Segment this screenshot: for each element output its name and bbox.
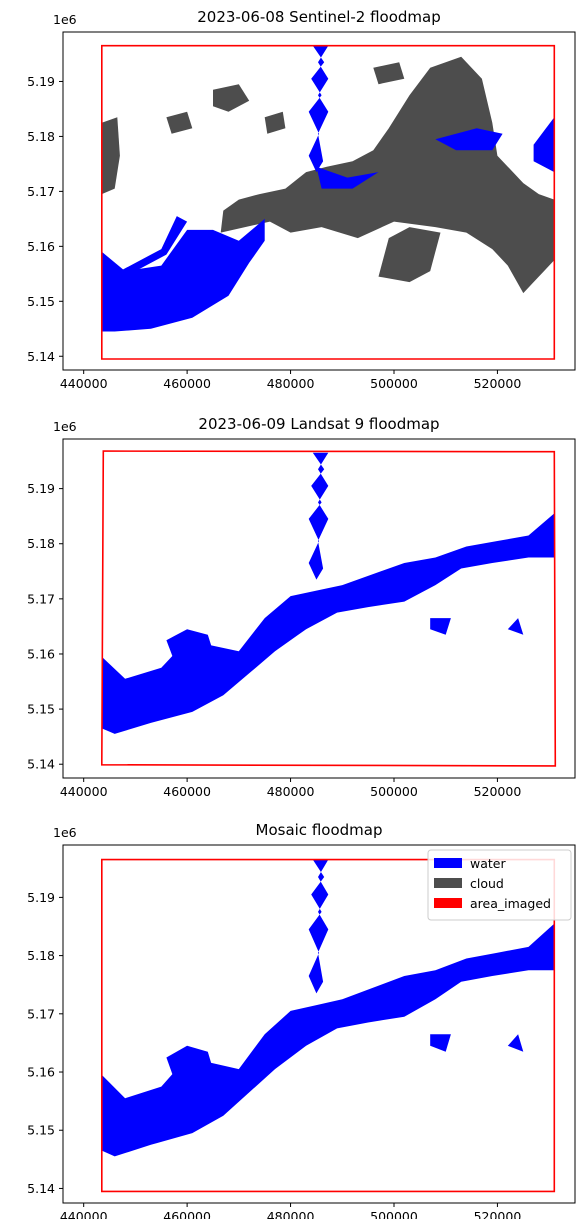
x-tick-label: 440000	[60, 784, 108, 799]
plot-area: 440000 460000 480000 500000 520000 5.14 5.15 5.…	[27, 438, 576, 799]
axes-frame	[62, 844, 576, 1204]
y-tick-label: 5.17	[27, 591, 55, 606]
legend-label-water: water	[470, 856, 506, 871]
panel-title: 2023-06-09 Landsat 9 floodmap	[198, 415, 439, 433]
plot-area: 440000 460000 480000 500000 520000 5.14 5.15 5.…	[27, 31, 576, 391]
water-region	[507, 618, 524, 635]
cloud-region	[378, 227, 441, 283]
water-region	[101, 218, 265, 332]
water-region	[308, 452, 329, 580]
water-region	[101, 216, 188, 277]
water-region	[308, 859, 329, 994]
y-tick-label: 5.19	[27, 74, 55, 89]
y-tick-label: 5.15	[27, 1123, 55, 1138]
x-tick-label: 440000	[60, 376, 108, 391]
axes-frame	[62, 438, 576, 779]
cloud-region	[220, 56, 555, 294]
sentinel2-floodmap-panel: 2023-06-08 Sentinel-2 floodmap 1e6 44000…	[27, 8, 576, 391]
cloud-region	[101, 117, 120, 195]
y-tick-label: 5.15	[27, 294, 55, 309]
water-region	[308, 45, 329, 173]
legend-swatch-area-imaged	[434, 898, 462, 908]
y-tick-label: 5.18	[27, 536, 55, 551]
y-offset-label: 1e6	[53, 825, 77, 840]
y-tick-label: 5.18	[27, 948, 55, 963]
x-tick-label: 500000	[370, 784, 418, 799]
water-region	[430, 618, 451, 635]
x-tick-label: 520000	[474, 1209, 522, 1219]
legend-swatch-water	[434, 858, 462, 868]
x-tick-label: 480000	[267, 784, 315, 799]
x-tick-label: 480000	[267, 376, 315, 391]
legend-label-cloud: cloud	[470, 876, 504, 891]
x-tick-label: 500000	[370, 376, 418, 391]
y-tick-label: 5.17	[27, 1006, 55, 1021]
water-region	[166, 629, 213, 668]
x-tick-label: 500000	[370, 1209, 418, 1219]
y-tick-label: 5.17	[27, 184, 55, 199]
water-region	[316, 166, 379, 189]
x-tick-label: 480000	[267, 1209, 315, 1219]
x-tick-label: 460000	[163, 784, 211, 799]
water-region	[430, 1034, 451, 1052]
y-tick-label: 5.14	[27, 1181, 55, 1196]
y-tick-label: 5.14	[27, 349, 55, 364]
y-tick-label: 5.19	[27, 890, 55, 905]
axes-frame	[62, 31, 576, 371]
water-region	[435, 128, 503, 151]
legend-label-area-imaged: area_imaged	[470, 896, 551, 911]
y-tick-label: 5.18	[27, 129, 55, 144]
legend-box	[427, 849, 572, 921]
water-region	[533, 117, 555, 173]
cloud-region	[213, 84, 250, 112]
legend-swatch-cloud	[434, 878, 462, 888]
legend: water cloud area_imaged	[427, 849, 572, 921]
y-offset-label: 1e6	[53, 419, 77, 434]
cloud-region	[264, 111, 286, 134]
y-tick-label: 5.15	[27, 702, 55, 717]
water-region	[101, 513, 555, 734]
panel-title: Mosaic floodmap	[256, 821, 383, 839]
y-tick-label: 5.14	[27, 757, 55, 772]
area-imaged-outline	[100, 450, 557, 767]
x-tick-label: 460000	[163, 1209, 211, 1219]
area-imaged-outline	[101, 44, 556, 360]
y-tick-label: 5.16	[27, 1065, 55, 1080]
cloud-region	[166, 111, 193, 134]
y-tick-label: 5.16	[27, 646, 55, 661]
y-offset-label: 1e6	[53, 12, 77, 27]
x-tick-label: 440000	[60, 1209, 108, 1219]
x-tick-label: 520000	[474, 784, 522, 799]
y-tick-label: 5.19	[27, 481, 55, 496]
y-tick-label: 5.16	[27, 239, 55, 254]
landsat9-floodmap-panel: 2023-06-09 Landsat 9 floodmap 1e6 440000…	[27, 415, 576, 799]
mosaic-floodmap-panel: Mosaic floodmap 1e6 440000 460000 480000 50…	[27, 821, 576, 1219]
x-tick-label: 520000	[474, 376, 522, 391]
water-region	[507, 1034, 524, 1052]
water-region	[166, 1045, 213, 1087]
cloud-region	[373, 62, 405, 85]
x-tick-label: 460000	[163, 376, 211, 391]
water-region	[101, 923, 555, 1157]
panel-title: 2023-06-08 Sentinel-2 floodmap	[197, 8, 441, 26]
area-imaged-outline	[101, 858, 556, 1193]
plot-area: 440000 460000 480000 500000 520000 5.14 5.15 5.…	[27, 844, 576, 1219]
